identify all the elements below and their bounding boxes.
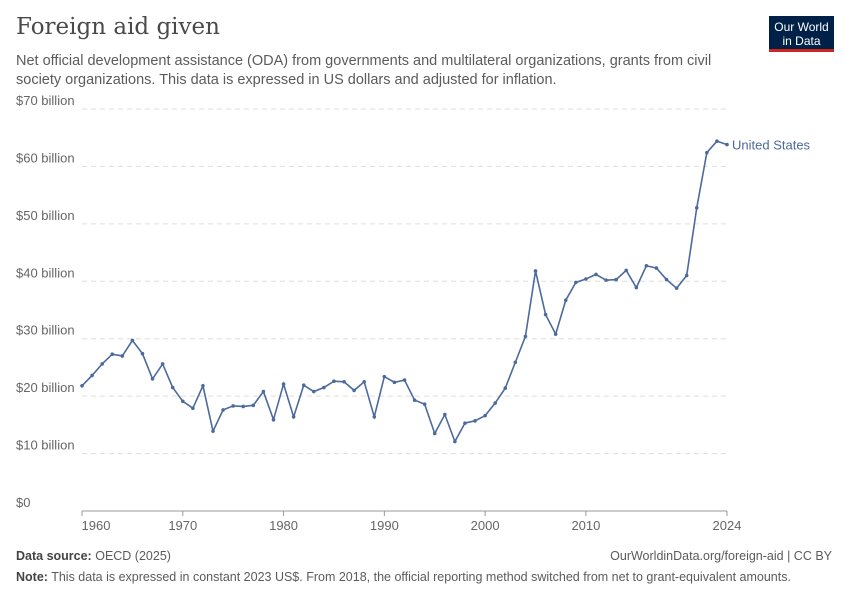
y-tick-label: $40 billion bbox=[16, 265, 75, 280]
data-point bbox=[120, 354, 125, 358]
data-point bbox=[160, 362, 165, 366]
x-tick-label: 2000 bbox=[471, 518, 500, 533]
data-point bbox=[503, 386, 508, 390]
chart-title: Foreign aid given bbox=[16, 14, 220, 40]
data-point bbox=[483, 413, 487, 418]
data-point bbox=[664, 277, 669, 282]
data-point bbox=[604, 278, 608, 282]
x-tick-label: 2024 bbox=[713, 518, 742, 533]
data-point bbox=[644, 263, 649, 268]
data-point bbox=[553, 332, 558, 336]
data-point bbox=[80, 384, 84, 388]
data-point bbox=[463, 421, 467, 425]
x-tick-label: 1960 bbox=[82, 518, 111, 533]
data-point bbox=[674, 286, 679, 290]
data-point bbox=[231, 404, 235, 408]
data-point bbox=[191, 406, 195, 411]
y-tick-label: $70 billion bbox=[16, 93, 75, 108]
data-point bbox=[473, 419, 477, 423]
chart-subtitle: Net official development assistance (ODA… bbox=[16, 53, 712, 88]
data-point bbox=[694, 205, 699, 210]
series-line bbox=[81, 140, 728, 444]
data-point bbox=[563, 298, 568, 303]
data-point bbox=[342, 379, 346, 384]
data-point bbox=[221, 408, 225, 412]
data-point bbox=[90, 373, 94, 378]
y-tick-label: $10 billion bbox=[16, 438, 75, 453]
data-point bbox=[584, 277, 588, 281]
data-point bbox=[624, 268, 629, 273]
data-point bbox=[684, 273, 689, 278]
y-tick-label: $30 billion bbox=[16, 323, 75, 338]
series-label: United States bbox=[732, 138, 811, 153]
y-tick-label: $60 billion bbox=[16, 150, 75, 165]
data-point bbox=[654, 266, 659, 270]
source-link[interactable]: OECD (2025) bbox=[95, 549, 171, 563]
x-tick-label: 1990 bbox=[370, 518, 399, 533]
data-point bbox=[412, 398, 417, 402]
data-point bbox=[533, 269, 538, 273]
y-tick-label: $0 bbox=[16, 495, 30, 510]
data-point bbox=[100, 362, 104, 366]
y-tick-label: $50 billion bbox=[16, 208, 75, 223]
data-point bbox=[110, 352, 115, 357]
chart-note: Note: This data is expressed in constant… bbox=[16, 570, 791, 584]
data-point bbox=[301, 383, 306, 388]
data-point bbox=[725, 142, 729, 147]
source-url[interactable]: OurWorldinData.org/foreign-aid | CC BY bbox=[610, 549, 832, 563]
data-point bbox=[281, 382, 286, 386]
y-tick-label: $20 billion bbox=[16, 380, 75, 395]
data-point bbox=[140, 351, 145, 356]
data-point bbox=[372, 415, 377, 419]
data-point bbox=[271, 417, 276, 422]
data-point bbox=[291, 415, 296, 419]
data-point bbox=[180, 399, 185, 404]
data-point bbox=[513, 360, 518, 365]
data-point bbox=[170, 385, 175, 390]
data-point bbox=[150, 377, 155, 381]
data-point bbox=[634, 285, 639, 290]
data-point bbox=[352, 388, 356, 393]
data-point bbox=[332, 379, 336, 384]
data-point bbox=[594, 272, 598, 277]
data-point bbox=[130, 338, 135, 343]
data-point bbox=[614, 277, 618, 282]
data-point bbox=[715, 139, 719, 143]
data-point bbox=[422, 402, 427, 406]
data-point bbox=[322, 385, 326, 390]
data-point bbox=[251, 403, 256, 408]
x-tick-label: 1980 bbox=[269, 518, 298, 533]
data-point bbox=[453, 439, 457, 444]
owid-logo[interactable]: Our World in Data bbox=[769, 16, 834, 52]
x-tick-label: 2010 bbox=[571, 518, 600, 533]
data-point bbox=[261, 389, 266, 394]
data-point bbox=[311, 389, 316, 394]
data-point bbox=[493, 401, 498, 405]
data-point bbox=[705, 150, 709, 155]
data-point bbox=[432, 431, 437, 436]
data-point bbox=[543, 312, 548, 317]
data-point bbox=[402, 378, 407, 382]
data-source: Data source: OECD (2025) bbox=[16, 549, 171, 563]
data-point bbox=[241, 404, 246, 409]
data-point bbox=[382, 374, 387, 379]
data-point bbox=[362, 379, 366, 384]
data-point bbox=[574, 280, 578, 285]
x-tick-label: 1970 bbox=[168, 518, 197, 533]
data-point bbox=[443, 412, 447, 417]
data-point bbox=[211, 429, 215, 433]
data-point bbox=[392, 380, 397, 385]
data-point bbox=[523, 334, 528, 339]
data-point bbox=[201, 384, 205, 388]
